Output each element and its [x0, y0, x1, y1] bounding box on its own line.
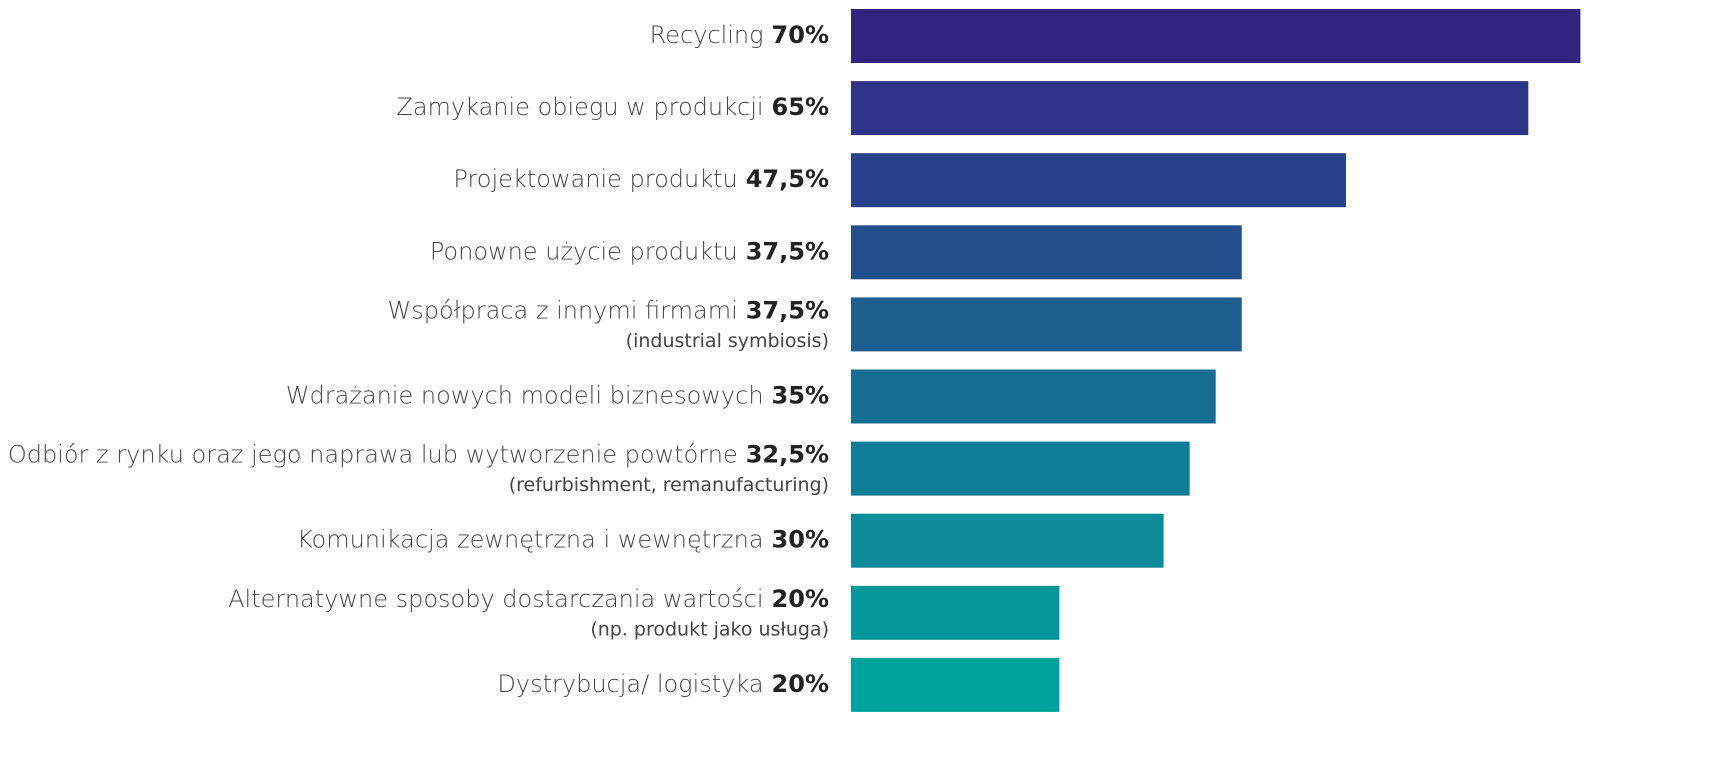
value-label: 37,5%	[746, 237, 829, 265]
value-label: 32,5%	[746, 441, 829, 469]
value-label: 30%	[772, 526, 829, 554]
value-label: 65%	[772, 93, 829, 121]
category-label: Odbiór z rynku oraz jego naprawa lub wyt…	[8, 441, 738, 469]
bar-label: Współpraca z innymi firmami 37,5%	[388, 296, 829, 324]
bar	[851, 153, 1346, 208]
bar	[851, 81, 1529, 136]
category-label: Recycling	[650, 21, 764, 49]
bar	[851, 9, 1581, 63]
bar	[851, 369, 1216, 424]
bar	[851, 585, 1060, 640]
bar-label: Projektowanie produktu 47,5%	[453, 165, 829, 193]
bar-label: Dystrybucja/ logistyka 20%	[497, 670, 829, 698]
bar-label: Alternatywne sposoby dostarczania wartoś…	[228, 585, 829, 613]
category-label: Wdrażanie nowych modeli biznesowych	[286, 382, 764, 410]
bar	[851, 657, 1060, 712]
bar	[851, 513, 1164, 568]
value-label: 37,5%	[746, 296, 829, 324]
category-label: Zamykanie obiegu w produkcji	[396, 93, 763, 121]
bar-label: Wdrażanie nowych modeli biznesowych 35%	[286, 382, 829, 410]
category-label: Dystrybucja/ logistyka	[497, 670, 763, 698]
sub-label: (industrial symbiosis)	[626, 330, 829, 352]
category-label: Alternatywne sposoby dostarczania wartoś…	[228, 585, 763, 613]
bar-label: Komunikacja zewnętrzna i wewnętrzna 30%	[297, 526, 829, 554]
value-label: 35%	[772, 382, 829, 410]
value-label: 20%	[772, 585, 829, 613]
bar	[851, 225, 1242, 280]
bar-label: Recycling 70%	[650, 21, 829, 49]
bar-label: Odbiór z rynku oraz jego naprawa lub wyt…	[8, 441, 829, 469]
bar-label: Zamykanie obiegu w produkcji 65%	[396, 93, 829, 121]
bar-label: Ponowne użycie produktu 37,5%	[430, 237, 829, 265]
bar	[851, 441, 1190, 496]
bar	[851, 297, 1242, 352]
value-label: 47,5%	[746, 165, 829, 193]
category-label: Komunikacja zewnętrzna i wewnętrzna	[297, 526, 764, 554]
value-label: 70%	[772, 21, 829, 49]
value-label: 20%	[772, 670, 829, 698]
category-label: Ponowne użycie produktu	[430, 237, 738, 265]
sub-label: (refurbishment, remanufacturing)	[509, 474, 829, 496]
sub-label: (np. produkt jako usługa)	[590, 618, 829, 640]
category-label: Projektowanie produktu	[453, 165, 737, 193]
category-label: Współpraca z innymi firmami	[388, 296, 738, 324]
